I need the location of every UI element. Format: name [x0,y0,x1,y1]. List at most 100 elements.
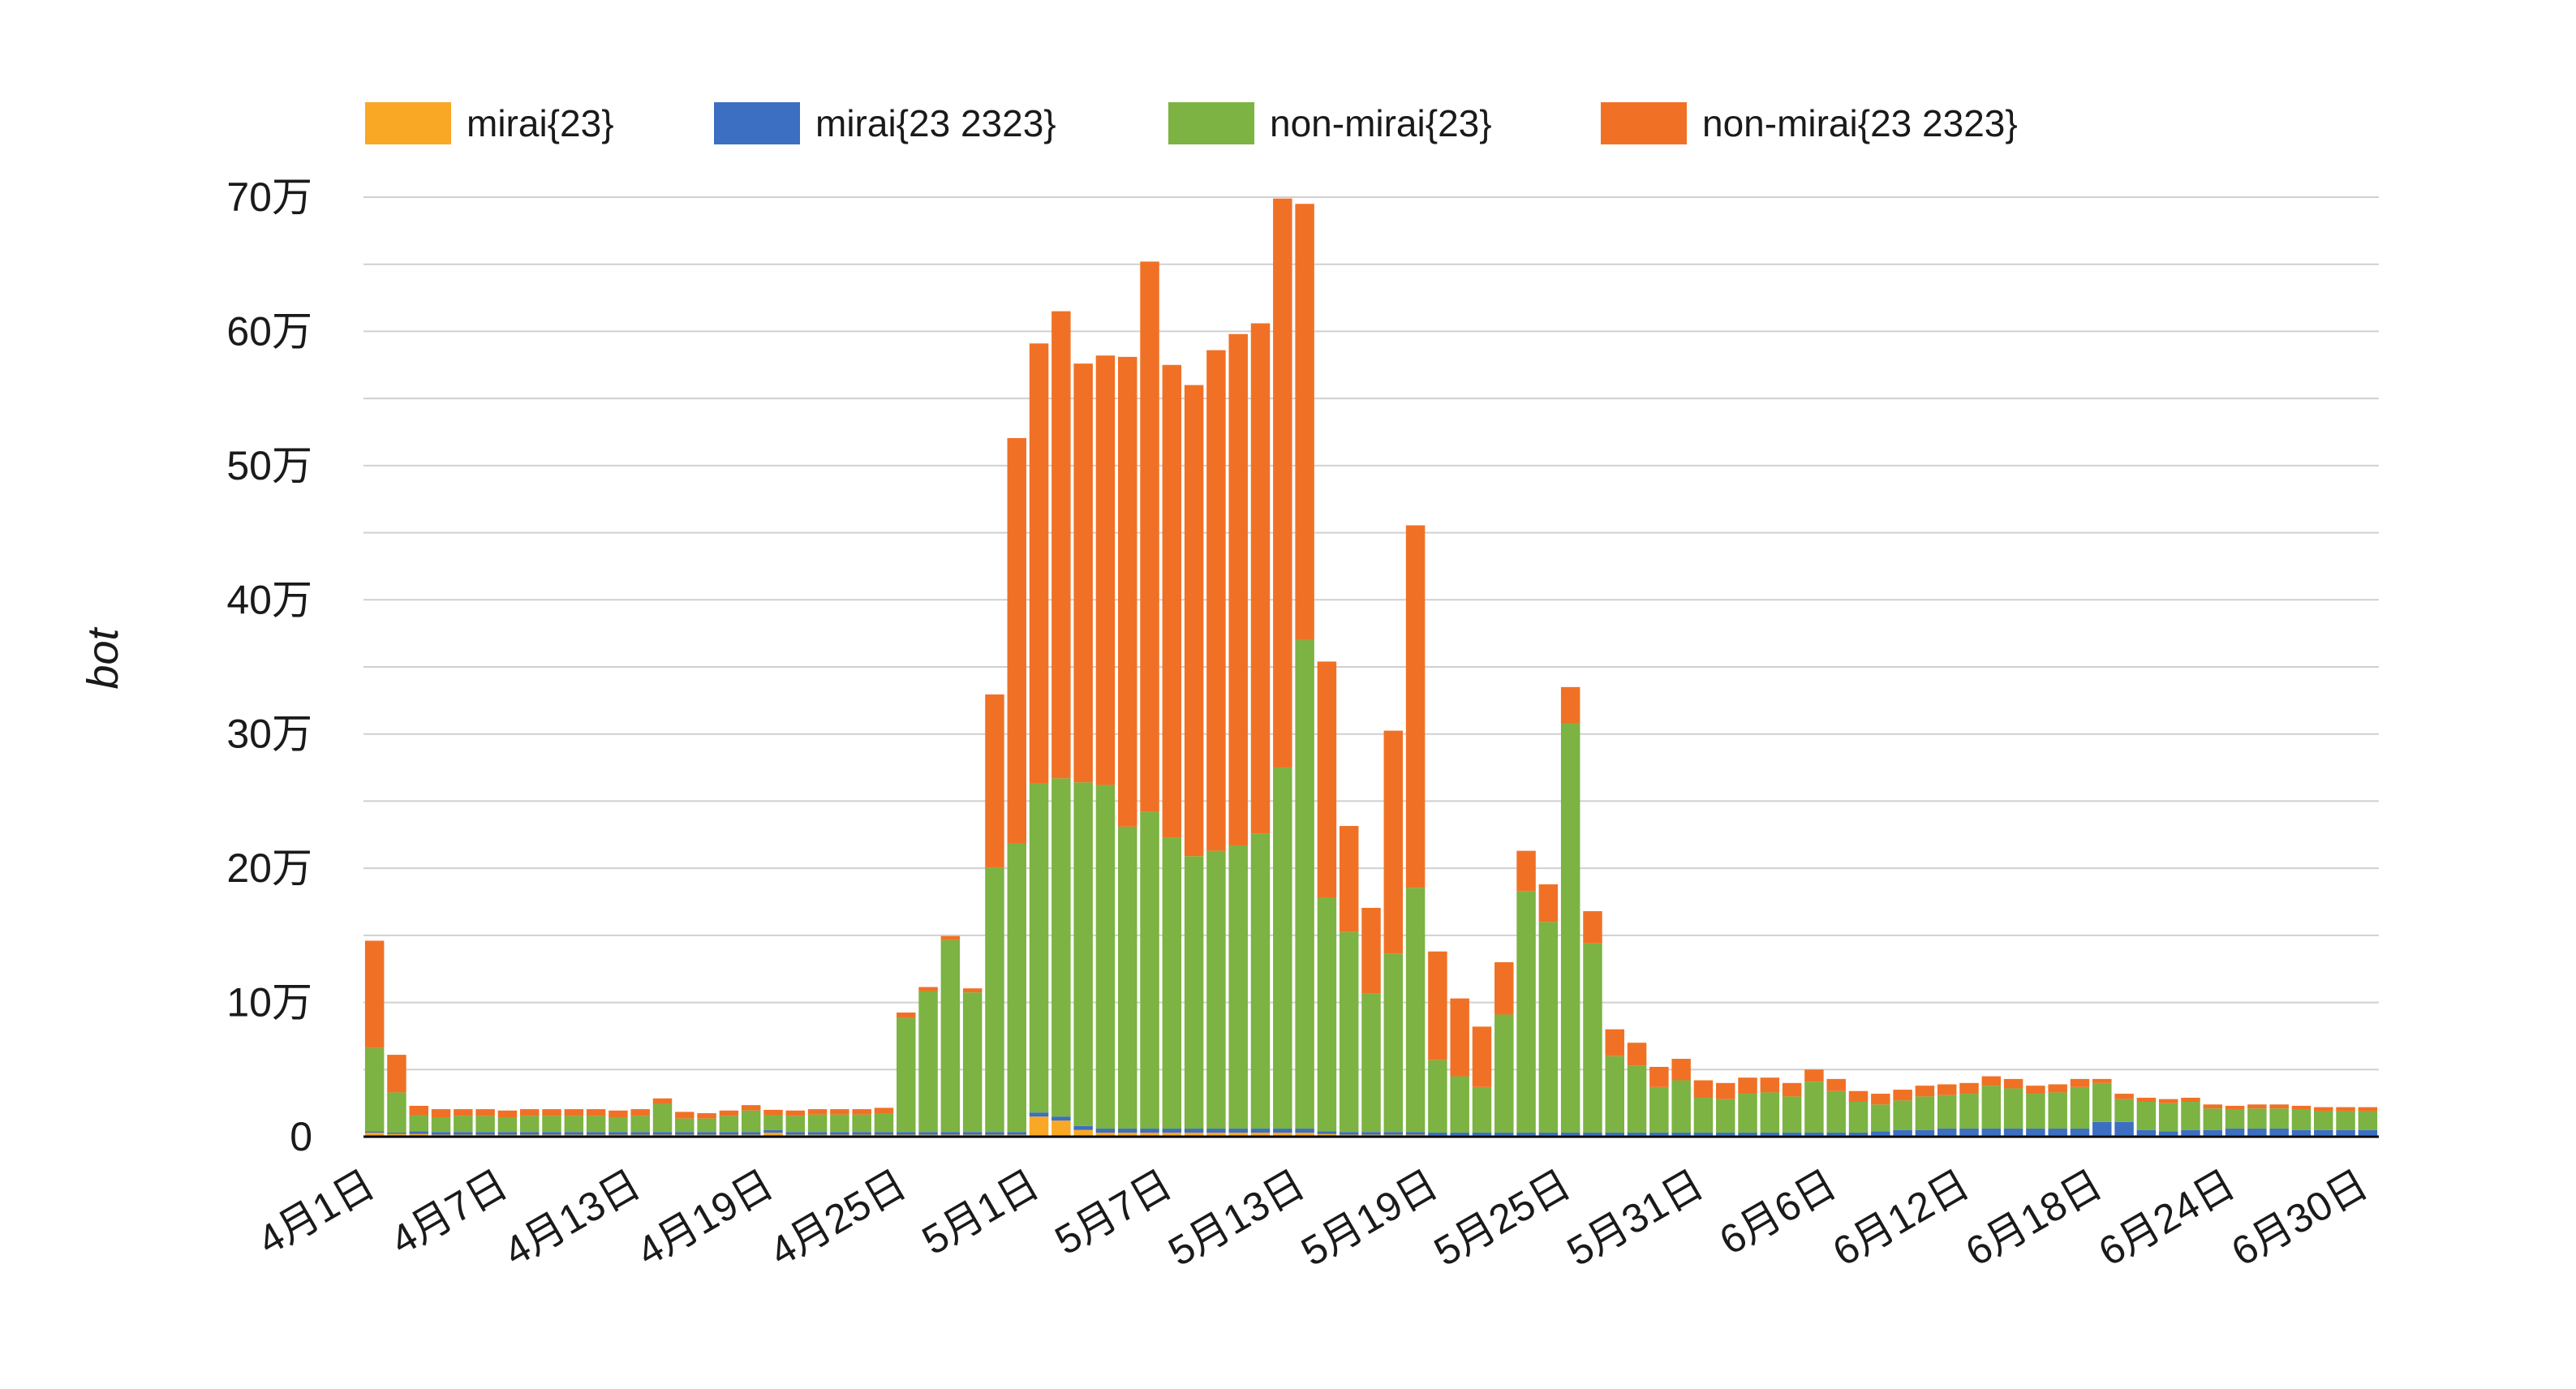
x-tick-label: 5月7日 [1047,1161,1180,1263]
bar-segment [2158,1099,2178,1103]
bar-segment [497,1117,518,1133]
bar-segment [2291,1109,2312,1130]
bar-segment [1206,1129,1226,1133]
bar-segment [1738,1094,1757,1133]
bar-segment [364,940,385,1048]
bar-segment [2336,1107,2355,1112]
bar-segment [1339,931,1359,1133]
y-tick-label: 0 [290,1114,312,1159]
bar-segment [1317,1133,1337,1137]
bar-segment [1649,1086,1669,1133]
bar-segment [609,1117,628,1133]
bar-segment [1228,845,1248,1129]
bar-segment [1649,1066,1669,1087]
bar-segment [1494,961,1514,1015]
bar-segment [2247,1108,2267,1129]
bar-segment [1295,639,1314,1129]
bar-segment [519,1132,540,1135]
bar-segment [431,1117,451,1133]
bar-segment [1140,811,1159,1129]
bar-segment [1051,1116,1071,1121]
bar-segment [741,1132,761,1135]
bar-segment [1184,1129,1204,1133]
bar-segment [1583,943,1602,1133]
bar-segment [897,1012,916,1018]
bar-segment [652,1132,673,1135]
bar-segment [1516,891,1536,1133]
bar-segment [1450,998,1469,1077]
bar-segment [1317,897,1337,1132]
bar-segment [1228,1129,1248,1133]
bar-segment [697,1118,716,1133]
bar-segment [1007,843,1026,1133]
y-tick-label: 40万 [226,577,312,622]
bar-segment [807,1109,828,1115]
bar-segment [1184,856,1204,1129]
legend-label-non-mirai23-2323: non-mirai{23 2323} [1702,102,2018,144]
bar-segment [2092,1078,2112,1083]
bar-segment [785,1116,806,1133]
bar-segment [2114,1121,2134,1136]
bar-segment [1073,1125,1093,1130]
bar-segment [1760,1092,1780,1133]
bar-segment [1095,785,1116,1129]
bar-segment [1206,350,1226,851]
bar-segment [1760,1133,1780,1136]
bar-segment [1428,1060,1447,1133]
bar-segment [675,1112,695,1119]
bar-segment [741,1110,761,1133]
bar-segment [2314,1111,2333,1130]
bar-segment [852,1114,871,1133]
bar-segment [497,1110,518,1118]
bar-segment [431,1132,451,1135]
bar-segment [1937,1094,1957,1129]
bar-segment [1893,1100,1912,1130]
bar-segment [1871,1094,1890,1105]
bar-segment [1605,1133,1625,1136]
bar-segment [1738,1133,1757,1136]
bar-segment [1095,355,1116,785]
bar-segment [542,1116,561,1133]
bar-segment [2181,1101,2200,1130]
bar-segment [852,1109,871,1115]
bar-segment [475,1116,495,1133]
bar-segment [1162,1133,1182,1137]
bar-segment [630,1132,650,1135]
bar-segment [1405,1132,1426,1135]
bar-segment [1273,1133,1292,1137]
bar-segment [1361,907,1381,994]
bar-segment [1206,1133,1226,1137]
bar-segment [564,1116,584,1133]
bar-segment [2158,1131,2178,1136]
bar-segment [697,1113,716,1119]
bar-segment [2003,1129,2023,1136]
bar-segment [475,1132,495,1135]
bar-segment [697,1132,716,1135]
bar-segment [2114,1094,2134,1099]
bar-segment [2225,1109,2245,1129]
bar-segment [2358,1111,2378,1130]
bar-segment [1538,1133,1559,1136]
bar-segment [564,1132,584,1135]
bar-segment [1029,343,1049,784]
bar-segment [2314,1129,2333,1136]
bars [364,198,2378,1137]
bar-segment [1317,1131,1337,1134]
bar-segment [985,694,1004,868]
bar-segment [1228,1133,1248,1137]
bar-segment [1295,1129,1314,1133]
bar-segment [387,1133,406,1137]
bar-segment [830,1114,849,1133]
x-tick-label: 4月19日 [630,1161,781,1275]
bar-segment [1848,1090,1869,1102]
bar-segment [2003,1088,2023,1129]
bar-segment [2336,1111,2355,1130]
bar-segment [785,1110,806,1116]
bar-segment [1848,1133,1869,1136]
bar-segment [1317,661,1337,898]
bar-segment [1848,1101,1869,1133]
bar-segment [1051,1120,1071,1137]
bar-segment [1981,1086,2002,1129]
bar-segment [2291,1129,2312,1136]
